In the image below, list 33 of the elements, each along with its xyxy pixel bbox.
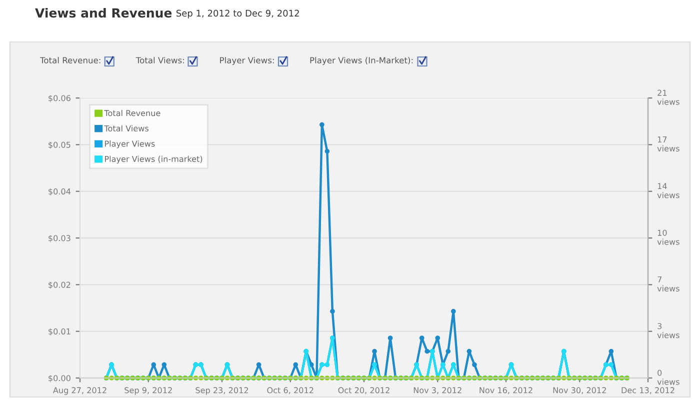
y-tick-label: $0.02 <box>48 282 70 289</box>
y-tick-label: $0.05 <box>48 142 70 149</box>
y-tick-label: $0.04 <box>48 188 71 196</box>
x-tick-label: Oct 20, 2012 <box>338 387 390 394</box>
x-tick-label: Nov 3, 2012 <box>414 387 462 394</box>
y2-tick-label: 14 views <box>657 183 680 198</box>
text: Player Views (In-Market): <box>310 56 413 66</box>
legend-label: Total Views <box>104 125 148 132</box>
y-tick-label: $0.03 <box>48 234 70 242</box>
x-tick-label: Sep 23, 2012 <box>196 387 248 395</box>
x-tick-label: Sep 9, 2012 <box>124 387 172 395</box>
y-tick-label: $0.00 <box>48 374 70 382</box>
y2-tick-label: 21 views <box>657 90 680 105</box>
x-tick-label: Oct 6, 2012 <box>267 387 314 394</box>
y2-tick-label: 17 views <box>657 136 680 152</box>
y2-tick-label: 7 views <box>657 276 680 292</box>
text: Total Views: <box>136 56 184 64</box>
x-tick-label: Nov 30, 2012 <box>553 387 606 394</box>
y2-tick-label: 10 views <box>657 230 680 245</box>
x-tick-label: Nov 16, 2012 <box>480 387 532 394</box>
y2-tick-label: 0 views <box>657 370 680 385</box>
text: Total Revenue: <box>40 56 100 64</box>
y2-tick-label: 3 views <box>657 323 680 338</box>
chart-title: Views and Revenue <box>35 8 172 18</box>
legend-label: Player Views <box>105 140 155 148</box>
y-tick-label: $0.01 <box>48 328 70 336</box>
x-tick-label: Aug 27, 2012 <box>52 387 106 395</box>
legend-label: Player Views (in-market) <box>105 156 202 164</box>
x-tick-label: Dec 13, 2012 <box>622 387 674 394</box>
legend-label: Total Revenue <box>104 110 160 116</box>
text: Player Views: <box>220 56 274 66</box>
y-tick-label: $0.06 <box>48 94 70 102</box>
chart-subtitle: Sep 1, 2012 to Dec 9, 2012 <box>176 10 299 18</box>
